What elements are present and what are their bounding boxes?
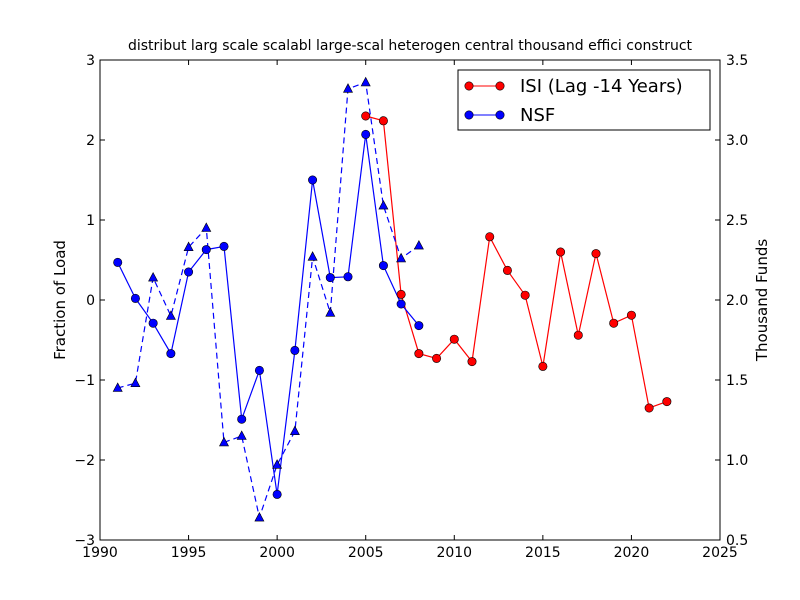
legend-box bbox=[457, 69, 711, 131]
circle-marker bbox=[556, 247, 566, 257]
circle-marker bbox=[414, 321, 424, 331]
plot-background bbox=[100, 60, 720, 540]
circle-marker bbox=[520, 290, 530, 300]
circle-marker bbox=[219, 241, 229, 251]
y-left-tick-label: 0 bbox=[86, 293, 95, 309]
triangle-marker bbox=[112, 382, 123, 392]
circle-marker bbox=[485, 232, 495, 242]
plot-frame bbox=[99, 59, 721, 541]
triangle-marker bbox=[325, 307, 336, 317]
triangle-marker bbox=[307, 251, 318, 261]
triangle-marker bbox=[413, 239, 424, 250]
x-tick-label: 1995 bbox=[171, 545, 207, 561]
circle-marker bbox=[237, 414, 247, 424]
y-left-tick-label: −3 bbox=[74, 533, 95, 549]
y-left-tick-label: −1 bbox=[74, 373, 95, 389]
circle-marker bbox=[573, 330, 583, 340]
series-line-2 bbox=[117, 81, 420, 520]
y-right-tick-label: 2.5 bbox=[726, 213, 748, 229]
triangle-marker bbox=[130, 377, 141, 388]
y-axis-label-right: Thousand Funds bbox=[753, 239, 771, 362]
x-tick-label: 2020 bbox=[614, 545, 650, 561]
circle-marker bbox=[662, 397, 672, 407]
circle-marker bbox=[361, 129, 371, 139]
circle-marker bbox=[378, 261, 388, 271]
legend-isi-marker-left bbox=[464, 81, 474, 91]
y-left-tick-label: 2 bbox=[86, 133, 95, 149]
circle-marker bbox=[644, 403, 654, 413]
circle-marker bbox=[184, 267, 194, 277]
circle-marker bbox=[343, 272, 353, 282]
circle-marker bbox=[449, 334, 459, 344]
y-left-tick-label: 3 bbox=[86, 53, 95, 69]
circle-marker bbox=[290, 345, 300, 355]
axis-ticks: 1990 1995 2000 2005 2010 2015 2020 2025 −3 −2 −1 0 1… bbox=[74, 53, 748, 561]
triangle-marker bbox=[378, 199, 389, 210]
circle-marker bbox=[166, 349, 176, 359]
circle-marker bbox=[113, 257, 123, 267]
circle-marker bbox=[130, 293, 140, 303]
triangle-marker bbox=[254, 511, 265, 522]
y-left-tick-label: −2 bbox=[74, 453, 95, 469]
circle-marker bbox=[254, 365, 264, 375]
triangle-marker bbox=[343, 83, 353, 93]
y-left-tick-label: 1 bbox=[86, 213, 95, 229]
circle-marker bbox=[414, 349, 424, 359]
circle-marker bbox=[396, 299, 406, 309]
circle-marker bbox=[609, 318, 619, 328]
legend-nsf-marker-right bbox=[495, 110, 505, 120]
y-axis-label-left: Fraction of Load bbox=[51, 240, 69, 360]
circle-marker bbox=[626, 310, 636, 320]
triangle-marker bbox=[183, 241, 194, 251]
legend-nsf-label: NSF bbox=[520, 105, 555, 126]
circle-marker bbox=[591, 249, 601, 259]
triangle-marker bbox=[201, 222, 212, 232]
x-tick-label: 2025 bbox=[702, 545, 738, 561]
y-right-tick-label: 3.5 bbox=[726, 53, 748, 69]
x-tick-label: 2015 bbox=[525, 545, 561, 561]
triangle-marker bbox=[148, 271, 159, 282]
circle-marker bbox=[538, 361, 548, 371]
circle-marker bbox=[148, 318, 158, 328]
y-right-tick-label: 1.0 bbox=[726, 453, 748, 469]
circle-marker bbox=[432, 353, 442, 363]
x-tick-label: 2010 bbox=[436, 545, 472, 561]
y-right-tick-label: 1.5 bbox=[726, 373, 748, 389]
legend-isi-marker-right bbox=[495, 81, 505, 91]
x-tick-label: 2000 bbox=[259, 545, 295, 561]
triangle-marker bbox=[396, 252, 407, 263]
circle-marker bbox=[396, 289, 406, 299]
series-markers bbox=[112, 76, 672, 522]
circle-marker bbox=[361, 111, 371, 121]
circle-marker bbox=[378, 116, 388, 126]
circle-marker bbox=[308, 175, 318, 185]
triangle-marker bbox=[272, 459, 283, 469]
triangle-marker bbox=[219, 436, 229, 447]
circle-marker bbox=[272, 489, 282, 499]
legend: ISI (Lag -14 Years) NSF bbox=[457, 69, 711, 131]
y-right-tick-label: 2.0 bbox=[726, 293, 748, 309]
triangle-marker bbox=[236, 430, 247, 440]
circle-marker bbox=[325, 273, 335, 283]
triangle-marker bbox=[360, 76, 371, 87]
y-right-tick-label: 3.0 bbox=[726, 133, 748, 149]
circle-marker bbox=[201, 245, 211, 255]
triangle-marker bbox=[165, 310, 176, 320]
series-line-1 bbox=[117, 134, 420, 495]
y-right-tick-label: 0.5 bbox=[726, 533, 748, 549]
circle-marker bbox=[467, 357, 477, 367]
legend-nsf-marker-left bbox=[464, 110, 474, 120]
triangle-marker bbox=[289, 425, 300, 436]
x-tick-label: 2005 bbox=[348, 545, 384, 561]
x-tick-label: 1990 bbox=[82, 545, 118, 561]
circle-marker bbox=[502, 265, 512, 275]
legend-isi-label: ISI (Lag -14 Years) bbox=[520, 76, 683, 97]
chart-title: distribut larg scale scalabl large-scal … bbox=[128, 38, 693, 54]
